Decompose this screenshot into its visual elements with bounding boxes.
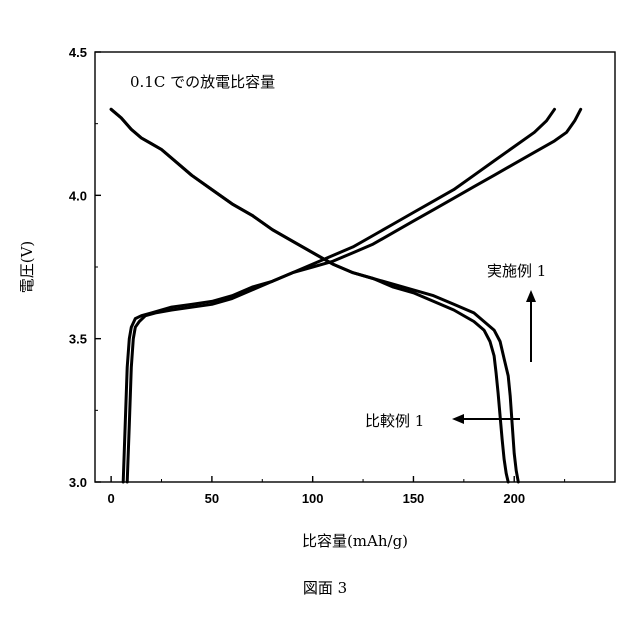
arrow-left-icon bbox=[452, 414, 520, 424]
annotation-example-1: 実施例 1 bbox=[487, 262, 546, 280]
y-axis-title: 電圧(V) bbox=[18, 241, 36, 294]
y-tick-label: 3.5 bbox=[69, 332, 87, 347]
x-axis-title: 比容量(mAh/g) bbox=[302, 532, 408, 550]
curves-layer bbox=[109, 107, 583, 484]
series-example-1-discharge-line bbox=[109, 107, 520, 484]
annotation-comparative-1: 比較例 1 bbox=[365, 412, 424, 430]
x-tick-label: 150 bbox=[403, 491, 425, 506]
x-tick-label: 200 bbox=[503, 491, 525, 506]
y-tick-label: 4.0 bbox=[69, 188, 87, 203]
y-tick-label: 3.0 bbox=[69, 475, 87, 490]
figure-caption: 図面 3 bbox=[303, 579, 347, 597]
y-tick-label: 4.5 bbox=[69, 45, 87, 60]
chart-title: 0.1C での放電比容量 bbox=[130, 73, 275, 91]
series-comparative-1-discharge-line bbox=[109, 107, 510, 484]
x-tick-label: 50 bbox=[205, 491, 219, 506]
x-tick-label: 0 bbox=[108, 491, 115, 506]
series-example-1-charge-line bbox=[121, 107, 583, 484]
series-comparative-1-charge-line bbox=[125, 107, 556, 484]
x-tick-label: 100 bbox=[302, 491, 324, 506]
arrow-up-icon bbox=[526, 290, 536, 362]
ticks-layer: 0 50 100 150 200 3.0 3.5 4.0 4.5 bbox=[69, 45, 566, 506]
